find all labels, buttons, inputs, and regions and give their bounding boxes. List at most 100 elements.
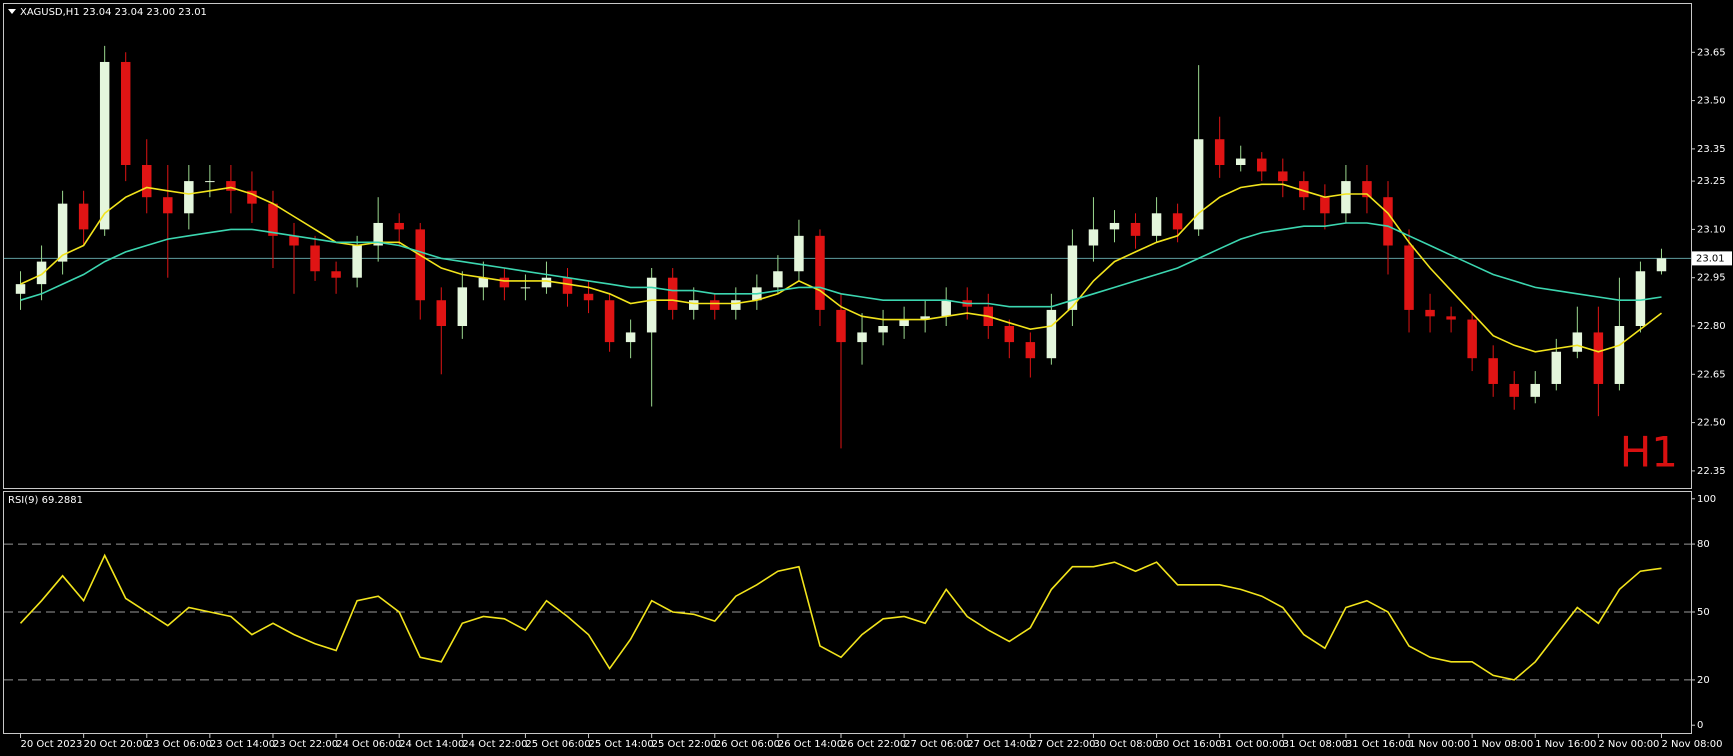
y-tick-label: 22.65 [1697, 369, 1726, 380]
candle-body [1551, 351, 1562, 384]
y-tick-label: 22.95 [1697, 273, 1726, 284]
y-tick-label: 23.35 [1697, 144, 1726, 155]
candle-body [415, 229, 425, 301]
x-tick-label: 30 Oct 16:00 [1157, 739, 1222, 750]
candle-body [1341, 181, 1351, 214]
rsi-title: RSI(9) 69.2881 [8, 495, 83, 506]
candle-body [1530, 383, 1540, 397]
candle-body [625, 332, 636, 343]
candle-body [394, 222, 404, 230]
x-tick-label: 24 Oct 22:00 [462, 739, 527, 750]
x-tick-label: 23 Oct 14:00 [210, 739, 275, 750]
y-tick-label: 23.10 [1697, 224, 1726, 235]
y-tick-label: 23.65 [1697, 47, 1726, 58]
x-tick-label: 1 Nov 08:00 [1472, 739, 1533, 750]
candle-body [1214, 139, 1225, 165]
candle-body [1467, 319, 1477, 359]
candle-body [15, 284, 26, 294]
candle-body [920, 316, 930, 320]
x-tick-label: 27 Oct 22:00 [1030, 739, 1095, 750]
candle-body [646, 277, 657, 333]
chart-title: XAGUSD,H1 23.04 23.04 23.00 23.01 [20, 7, 207, 18]
candle-body [142, 165, 152, 198]
candle-body [1635, 271, 1646, 326]
candle-body [689, 300, 699, 310]
x-tick-label: 31 Oct 00:00 [1220, 739, 1285, 750]
x-tick-label: 24 Oct 14:00 [399, 739, 464, 750]
candle-body [1004, 326, 1015, 343]
x-tick-label: 31 Oct 08:00 [1283, 739, 1348, 750]
x-tick-label: 26 Oct 14:00 [778, 739, 843, 750]
candle-body [1656, 258, 1667, 272]
x-tick-label: 30 Oct 08:00 [1093, 739, 1158, 750]
candle-body [78, 203, 89, 230]
candle-body [1362, 181, 1372, 198]
y-tick-label: 50 [1697, 607, 1710, 618]
candle-body [899, 319, 909, 326]
candle-body [1593, 332, 1604, 384]
candle-body [310, 245, 320, 272]
x-tick-label: 25 Oct 22:00 [652, 739, 717, 750]
x-tick-label: 26 Oct 22:00 [841, 739, 906, 750]
candle-body [57, 203, 68, 262]
collapse-arrow[interactable] [8, 9, 16, 14]
candle-body [1404, 245, 1414, 310]
candle-body [1257, 158, 1267, 172]
timeframe-watermark: H1 [1620, 428, 1678, 477]
candle-body [1193, 139, 1204, 230]
candle-body [604, 300, 615, 343]
candle-body [120, 61, 131, 165]
candle-body [836, 309, 846, 343]
candle-body [373, 222, 383, 246]
x-tick-label: 23 Oct 22:00 [273, 739, 338, 750]
candle-body [1046, 309, 1057, 359]
x-tick-label: 23 Oct 06:00 [147, 739, 212, 750]
x-tick-label: 27 Oct 14:00 [967, 739, 1032, 750]
indicator-line [19, 553, 1662, 681]
y-tick-label: 0 [1697, 720, 1703, 731]
y-tick-label: 22.80 [1697, 321, 1726, 332]
candle-body [878, 326, 888, 333]
candle-body [941, 300, 951, 317]
candle-body [184, 181, 194, 214]
candle-body [1235, 158, 1246, 165]
candle-body [436, 300, 447, 326]
candle-body [36, 261, 47, 285]
candle-body [541, 277, 552, 288]
y-tick-label: 80 [1697, 539, 1710, 550]
indicator-line [20, 222, 1662, 308]
y-tick-label: 22.35 [1697, 466, 1726, 477]
candle-body [1172, 213, 1183, 230]
candle-body [478, 277, 489, 288]
candle-body [1278, 171, 1288, 182]
candle-body [1025, 342, 1036, 359]
x-tick-label: 20 Oct 20:00 [84, 739, 149, 750]
candle-body [815, 235, 825, 310]
candle-body [1067, 245, 1078, 310]
candle-body [1320, 197, 1330, 214]
candle-body [457, 287, 468, 326]
candle-body [1383, 197, 1393, 246]
current-price-box [1692, 251, 1732, 266]
indicator-line [20, 183, 1662, 353]
x-tick-label: 31 Oct 16:00 [1346, 739, 1411, 750]
candle-body [1151, 213, 1162, 236]
candle-body [1130, 222, 1141, 236]
candle-body [1446, 316, 1456, 320]
y-tick-label: 23.25 [1697, 176, 1726, 187]
candle-body [562, 277, 573, 294]
candle-body [499, 277, 510, 288]
x-tick-label: 27 Oct 06:00 [904, 739, 969, 750]
candle-body [667, 277, 678, 310]
x-tick-label: 25 Oct 14:00 [589, 739, 654, 750]
candle-body [520, 287, 531, 289]
current-price-label: 23.01 [1696, 253, 1725, 264]
y-tick-label: 22.50 [1697, 418, 1726, 429]
candle-body [226, 181, 236, 191]
y-tick-label: 100 [1697, 494, 1716, 505]
candle-body [1572, 332, 1583, 352]
candle-body [731, 300, 741, 310]
candle-body [1614, 326, 1625, 384]
y-tick-label: 20 [1697, 675, 1710, 686]
